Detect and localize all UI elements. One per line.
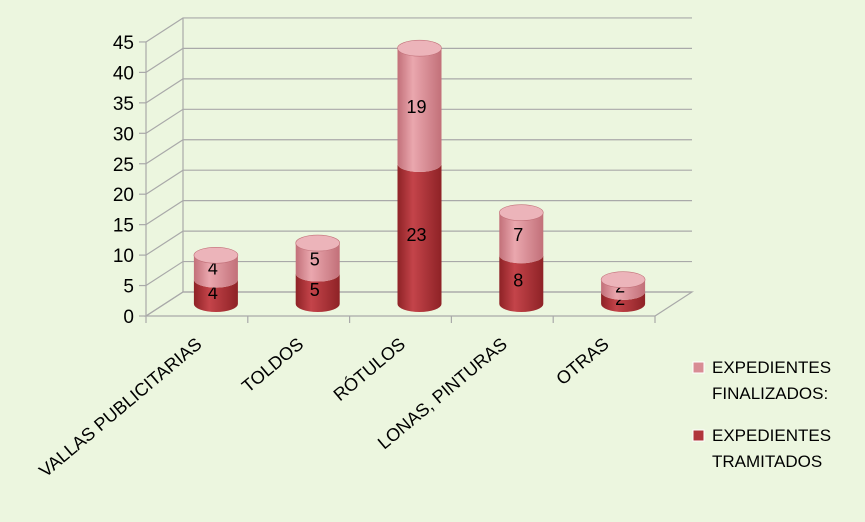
bar-segment bbox=[193, 255, 238, 288]
y-tick-label: 10 bbox=[113, 246, 134, 267]
y-tick-label: 0 bbox=[123, 307, 134, 328]
bar-segment bbox=[601, 279, 646, 300]
legend-swatch bbox=[692, 429, 705, 442]
data-label: 7 bbox=[513, 225, 523, 245]
bar-top bbox=[397, 39, 442, 57]
legend: EXPEDIENTES FINALIZADOS: EXPEDIENTES TRAMIT… bbox=[692, 358, 831, 471]
legend-item: EXPEDIENTES FINALIZADOS: bbox=[692, 358, 831, 403]
gridline bbox=[145, 169, 692, 195]
bar-segment bbox=[499, 212, 544, 264]
y-tick-label: 35 bbox=[113, 94, 134, 115]
bar-top bbox=[600, 271, 646, 288]
y-tick-label: 25 bbox=[113, 155, 134, 176]
gridline bbox=[145, 78, 692, 104]
bar-segment bbox=[397, 163, 442, 312]
bar-top bbox=[498, 204, 544, 221]
bar-top bbox=[295, 234, 341, 252]
y-tick-label: 5 bbox=[123, 277, 134, 298]
legend-label: EXPEDIENTES bbox=[712, 426, 831, 445]
gridline bbox=[145, 139, 692, 165]
bar-segment bbox=[601, 291, 646, 312]
y-tick-label: 30 bbox=[113, 124, 134, 145]
data-label: 4 bbox=[208, 283, 218, 303]
bar-stack: 23 19 bbox=[397, 39, 442, 312]
category-label: OTRAS bbox=[552, 334, 612, 389]
y-axis: 0 5 10 15 20 25 30 35 40 45 bbox=[113, 33, 146, 328]
bar-segment bbox=[295, 243, 340, 282]
category-label: VALLAS PUBLICITARIAS bbox=[35, 334, 205, 481]
bar-segment bbox=[499, 255, 544, 312]
y-tick-label: 40 bbox=[113, 63, 134, 84]
bar-stack: 55 bbox=[295, 234, 341, 312]
data-label: 8 bbox=[513, 271, 523, 291]
bars: 445523198722 bbox=[193, 39, 646, 312]
data-label: 19 bbox=[406, 97, 426, 117]
data-label: 4 bbox=[208, 258, 218, 278]
bar-stack: 44 bbox=[193, 246, 239, 312]
x-axis: VALLAS PUBLICITARIAS TOLDOS RÓTULOSLONAS, … bbox=[35, 333, 612, 481]
bar-segment bbox=[397, 48, 442, 172]
chart-walls bbox=[143, 17, 695, 323]
legend-label: TRAMITADOS bbox=[712, 452, 822, 471]
bar-segment bbox=[193, 279, 238, 312]
gridline bbox=[145, 17, 692, 43]
category-label: RÓTULOS bbox=[329, 333, 409, 405]
category-label: TOLDOS bbox=[238, 334, 307, 397]
gridline bbox=[145, 108, 692, 134]
data-label: 5 bbox=[310, 280, 320, 300]
legend-label: EXPEDIENTES bbox=[712, 358, 831, 377]
gridline bbox=[145, 200, 692, 226]
legend-item: EXPEDIENTES TRAMITADOS bbox=[692, 426, 831, 471]
legend-label: FINALIZADOS: bbox=[712, 384, 828, 403]
y-tick-label: 20 bbox=[113, 185, 134, 206]
bar-stack: 87 bbox=[498, 204, 544, 312]
gridline bbox=[145, 47, 692, 73]
data-label: 5 bbox=[310, 249, 320, 269]
legend-swatch bbox=[692, 361, 705, 374]
y-tick-label: 45 bbox=[113, 33, 134, 54]
bar-segment bbox=[295, 273, 340, 312]
bar-stack: 22 bbox=[600, 271, 646, 312]
y-tick-label: 15 bbox=[113, 216, 134, 237]
data-label: 23 bbox=[406, 225, 426, 245]
bar-top bbox=[193, 246, 239, 264]
